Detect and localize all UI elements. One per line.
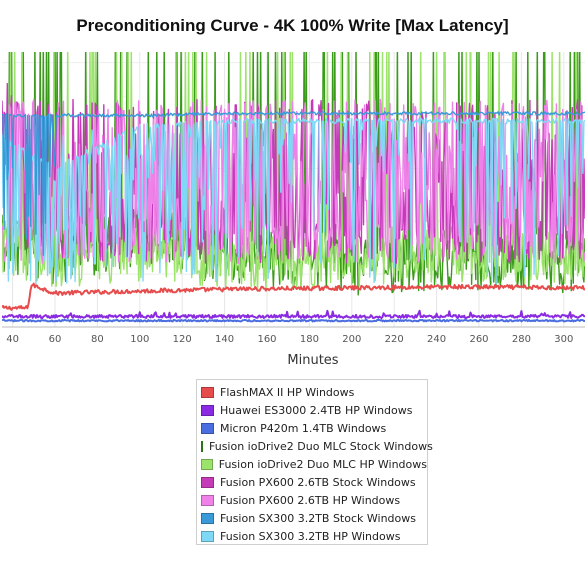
legend-item: Micron P420m 1.4TB Windows [201, 419, 427, 437]
x-tick-label: 160 [257, 334, 276, 345]
legend-swatch [201, 530, 214, 542]
legend-label: Huawei ES3000 2.4TB HP Windows [220, 403, 413, 417]
legend-item: Fusion SX300 3.2TB HP Windows [201, 527, 427, 545]
legend-label: Fusion PX600 2.6TB Stock Windows [220, 475, 416, 489]
legend-label: FlashMAX II HP Windows [220, 385, 355, 399]
legend-label: Micron P420m 1.4TB Windows [220, 421, 387, 435]
legend-label: Fusion SX300 3.2TB Stock Windows [220, 511, 416, 525]
legend-item: Huawei ES3000 2.4TB HP Windows [201, 401, 427, 419]
legend-label: Fusion ioDrive2 Duo MLC HP Windows [218, 457, 427, 471]
legend-swatch [201, 476, 214, 488]
legend-swatch [201, 458, 213, 470]
series-line-9 [2, 117, 585, 285]
x-tick-label: 220 [385, 334, 404, 345]
x-tick-label: 300 [554, 334, 573, 345]
legend-swatch [201, 386, 214, 398]
x-tick-label: 200 [342, 334, 361, 345]
legend-swatch [201, 440, 203, 452]
series-line-8 [2, 111, 585, 257]
x-tick-label: 120 [173, 334, 192, 345]
x-tick-label: 100 [130, 334, 149, 345]
series-line-2 [2, 309, 585, 319]
legend-label: Fusion ioDrive2 Duo MLC Stock Windows [209, 439, 433, 453]
legend-item: Fusion PX600 2.6TB Stock Windows [201, 473, 427, 491]
legend-item: FlashMAX II HP Windows [201, 383, 427, 401]
x-tick-label: 80 [91, 334, 104, 345]
legend-swatch [201, 422, 214, 434]
x-axis-label: Minutes [287, 353, 338, 368]
plot-area [2, 52, 585, 323]
legend-item: Fusion PX600 2.6TB HP Windows [201, 491, 427, 509]
legend-swatch [201, 404, 214, 416]
legend-item: Fusion ioDrive2 Duo MLC HP Windows [201, 455, 427, 473]
series-line-3 [2, 318, 585, 323]
legend-item: Fusion ioDrive2 Duo MLC Stock Windows [201, 437, 433, 455]
x-tick-label: 40 [6, 334, 19, 345]
series-line-1 [2, 282, 585, 311]
legend-swatch [201, 512, 214, 524]
x-tick-label: 280 [512, 334, 531, 345]
legend-label: Fusion SX300 3.2TB HP Windows [220, 529, 401, 543]
legend-item: Fusion SX300 3.2TB Stock Windows [201, 509, 427, 527]
x-tick-label: 260 [469, 334, 488, 345]
chart-title: Preconditioning Curve - 4K 100% Write [M… [76, 16, 509, 35]
x-tick-label: 60 [49, 334, 62, 345]
x-axis: 40 60 80 100 120 140 160 180 200 220 240 260 280 300 [2, 326, 585, 345]
x-tick-label: 180 [300, 334, 319, 345]
x-tick-label: 140 [215, 334, 234, 345]
legend-label: Fusion PX600 2.6TB HP Windows [220, 493, 401, 507]
x-tick-label: 240 [427, 334, 446, 345]
chart-legend: FlashMAX II HP Windows Huawei ES3000 2.4T… [196, 379, 433, 545]
legend-swatch [201, 494, 214, 506]
